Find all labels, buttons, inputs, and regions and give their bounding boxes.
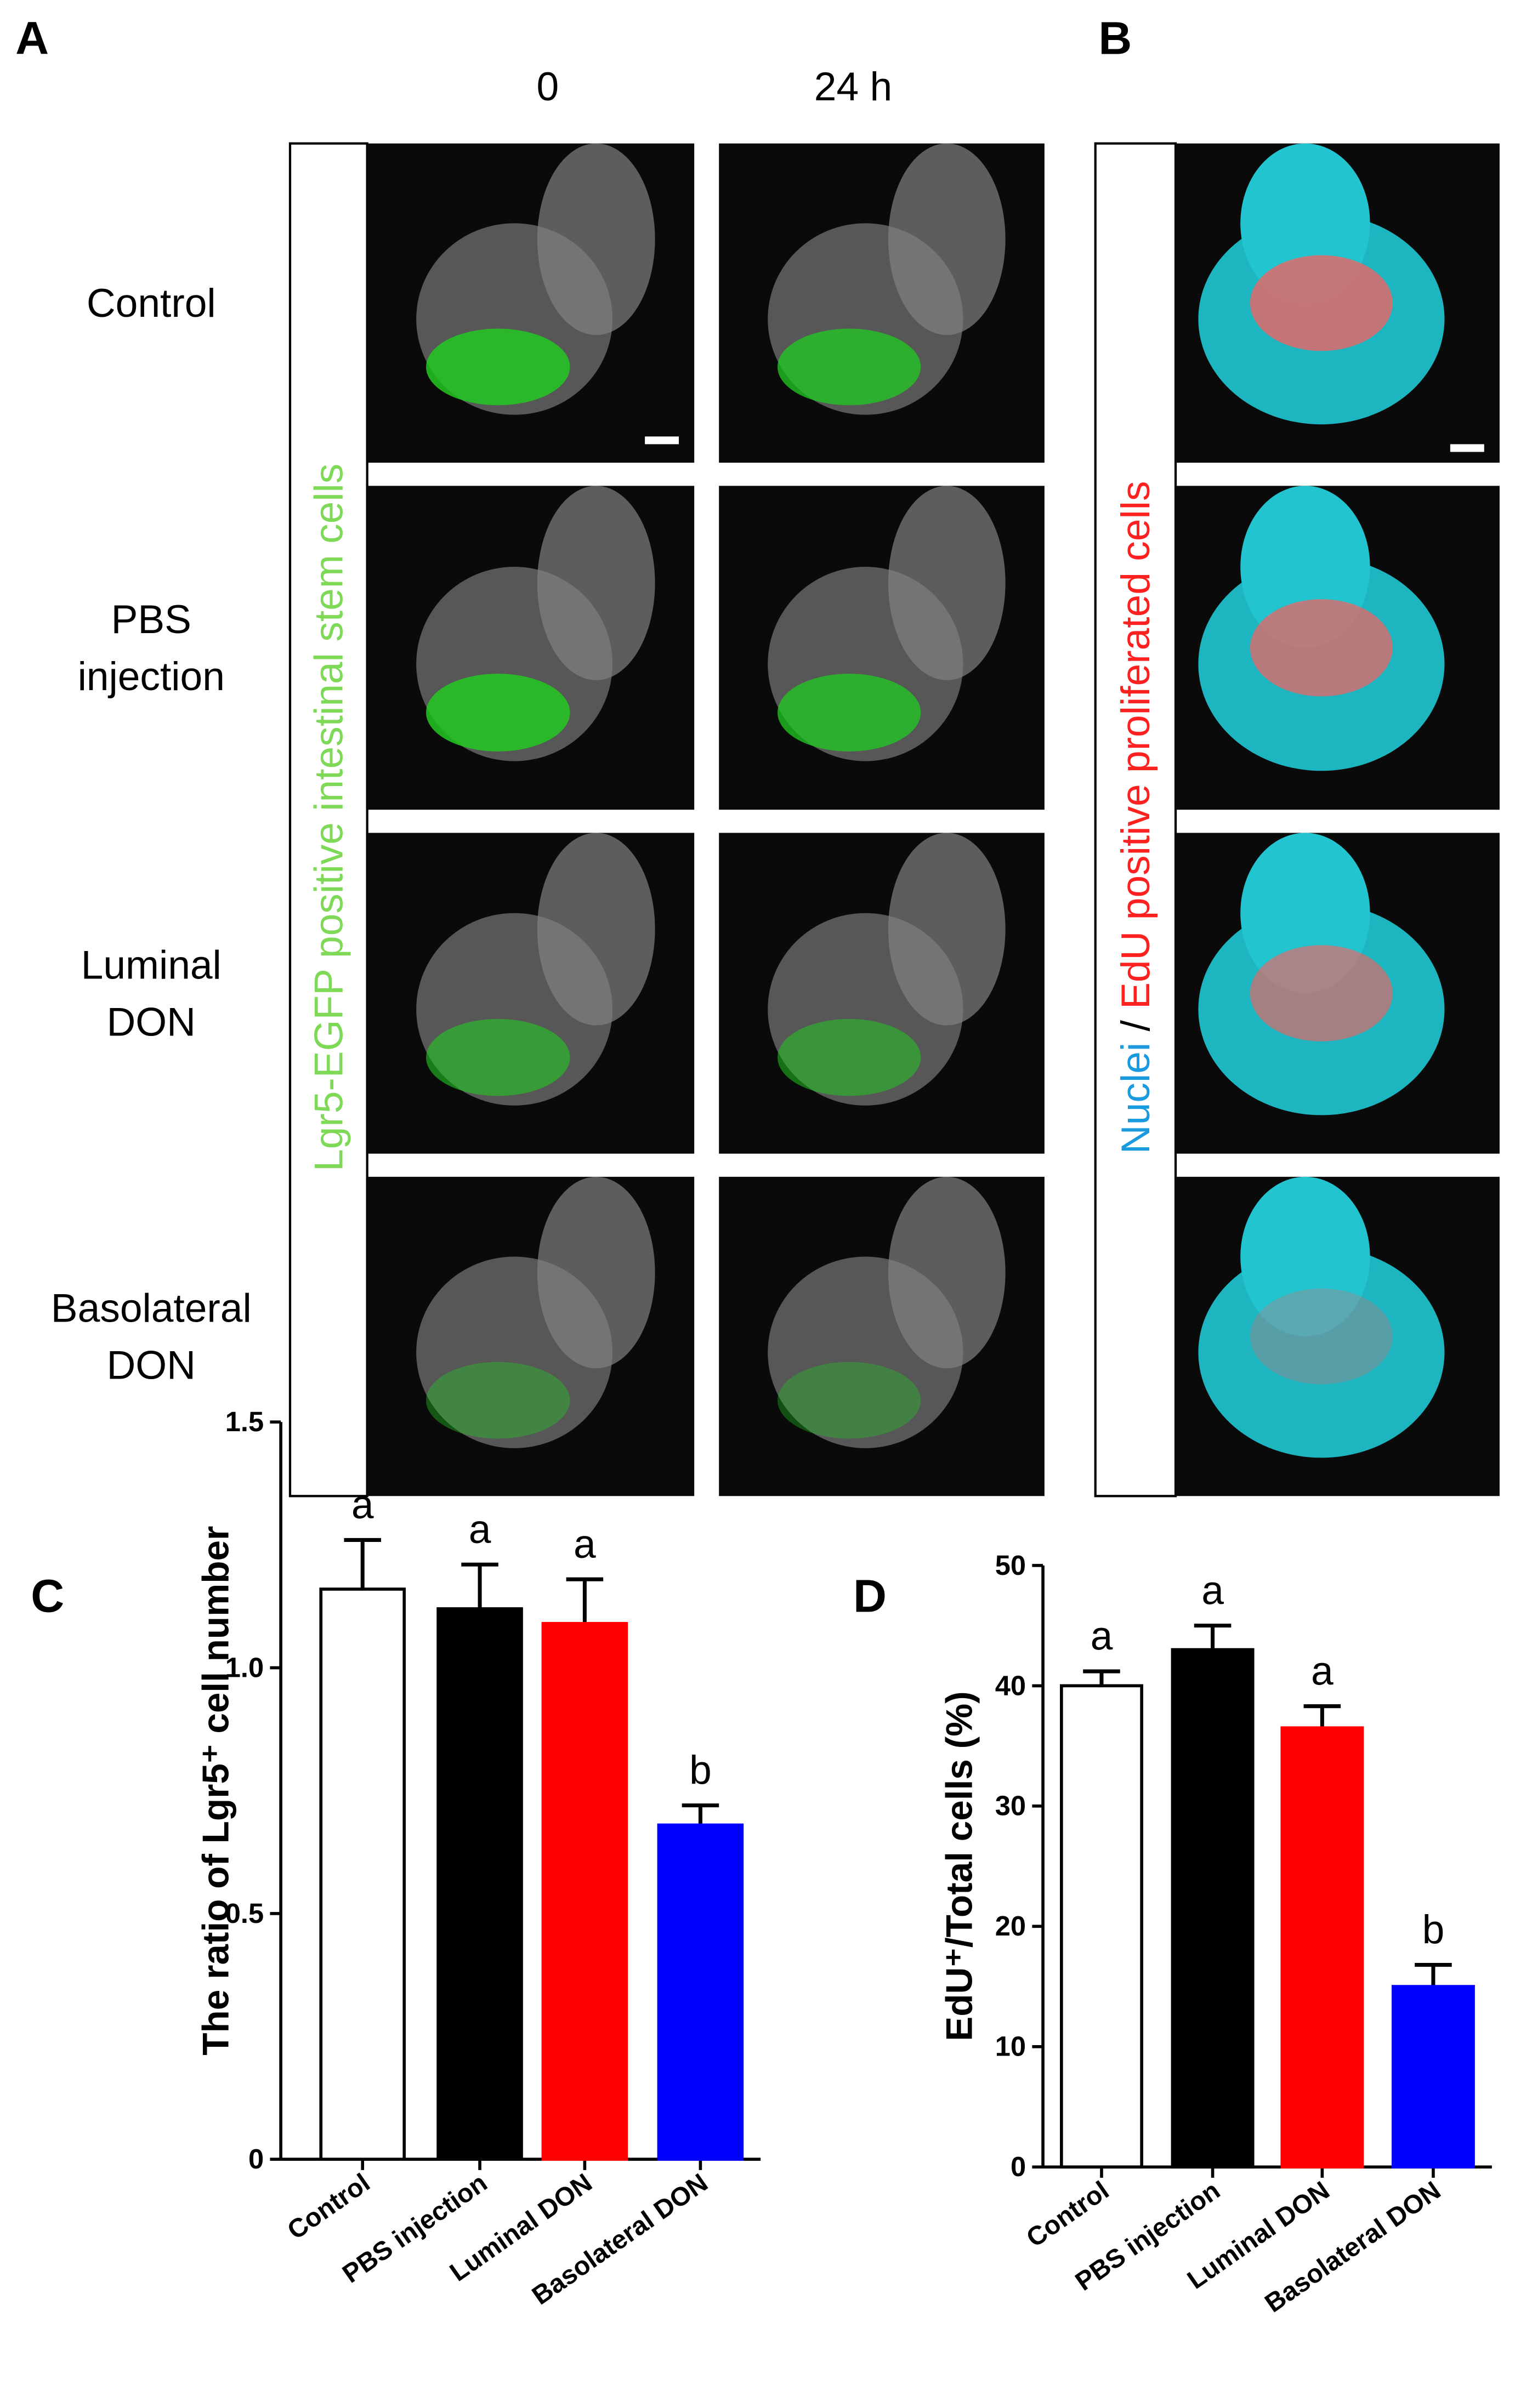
stem-cells: [426, 674, 570, 752]
panel-label: D: [853, 1570, 887, 1621]
error-bar: [682, 1803, 719, 1825]
panel-label: C: [31, 1570, 64, 1621]
bar: [1060, 1684, 1143, 2169]
row-label: Control: [87, 281, 216, 326]
organoid-crypt: [888, 1176, 1006, 1369]
side-label: Lgr5-EGFP positive intestinal stem cells: [307, 464, 351, 1171]
stem-cells: [778, 328, 921, 406]
column-label: 0: [537, 64, 559, 109]
y-tick-label: 1.0: [225, 1652, 264, 1683]
row-label: injection: [78, 654, 225, 699]
micrograph: [1176, 1176, 1500, 1496]
significance-label: a: [351, 1482, 374, 1527]
row-label: Luminal: [81, 942, 222, 987]
micrograph: [719, 1176, 1045, 1496]
edu-cells: [1250, 1288, 1393, 1385]
side-label: Nuclei / EdU positive proliferated cells: [1113, 481, 1158, 1154]
bar: [1391, 1985, 1475, 2169]
bar: [1171, 1648, 1255, 2169]
error-bar: [1415, 1963, 1452, 1987]
row-label: Basolateral: [51, 1285, 252, 1330]
bar: [436, 1607, 523, 2161]
organoid-crypt: [888, 486, 1006, 680]
error-bar: [344, 1538, 381, 1590]
significance-label: b: [689, 1747, 712, 1792]
stem-cells: [778, 1018, 921, 1096]
row-label: DON: [106, 999, 196, 1044]
micrograph: [1176, 143, 1500, 463]
bar: [319, 1587, 406, 2161]
side-label-part: Nuclei: [1113, 1043, 1158, 1154]
y-tick-label: 1.5: [225, 1406, 264, 1437]
organoid-crypt: [537, 1176, 655, 1369]
micrograph: [367, 833, 695, 1154]
y-axis-label: The ratio of Lgr5⁺ cell number: [195, 1526, 236, 2056]
organoid-crypt: [537, 486, 655, 680]
stem-cells: [426, 328, 570, 406]
y-axis-label: EdU⁺/Total cells (%): [939, 1691, 980, 2041]
y-tick-label: 40: [995, 1670, 1026, 1701]
column-label: 24 h: [814, 64, 892, 109]
stem-cells: [778, 674, 921, 752]
micrograph: [719, 143, 1045, 463]
panel-label: A: [15, 13, 49, 64]
micrograph: [719, 833, 1045, 1154]
scale-bar: [645, 436, 679, 445]
label-frame: [1094, 142, 1177, 1498]
error-bar: [566, 1577, 604, 1624]
stem-cells: [426, 1018, 570, 1096]
edu-cells: [1250, 599, 1393, 697]
y-tick-label: 50: [995, 1550, 1026, 1581]
micrograph: [719, 486, 1045, 810]
error-bar: [1194, 1624, 1232, 1650]
significance-label: a: [469, 1507, 491, 1552]
row-label: DON: [106, 1342, 196, 1387]
row-label: PBS: [111, 597, 191, 642]
stem-cells: [778, 1362, 921, 1439]
side-label-part: /: [1113, 1009, 1158, 1043]
significance-label: a: [574, 1522, 596, 1567]
organoid-crypt: [1240, 1176, 1370, 1337]
micrograph: [1176, 833, 1500, 1154]
significance-label: b: [1422, 1907, 1445, 1952]
y-tick-label: 10: [995, 2031, 1026, 2062]
micrograph: [367, 1176, 695, 1496]
edu-cells: [1250, 945, 1393, 1041]
edu-cells: [1250, 255, 1393, 351]
panel-label: B: [1098, 13, 1132, 64]
micrograph: [1176, 486, 1500, 810]
significance-label: a: [1201, 1568, 1224, 1613]
error-bar: [1303, 1704, 1341, 1728]
y-tick-label: 0.5: [225, 1898, 264, 1929]
micrograph: [367, 143, 695, 463]
significance-label: a: [1311, 1648, 1334, 1693]
organoid-crypt: [537, 833, 655, 1026]
organoid-crypt: [537, 143, 655, 335]
organoid-crypt: [888, 833, 1006, 1026]
error-bar: [461, 1562, 498, 1609]
side-label-part: EdU positive proliferated cells: [1113, 481, 1158, 1009]
organoid-crypt: [888, 143, 1006, 335]
y-tick-label: 20: [995, 1910, 1026, 1942]
scale-bar: [1450, 444, 1484, 452]
significance-label: a: [1091, 1614, 1113, 1659]
y-tick-label: 0: [1011, 2151, 1026, 2182]
label-frame: [288, 142, 368, 1498]
y-tick-label: 30: [995, 1790, 1026, 1821]
bar: [1280, 1726, 1364, 2169]
error-bar: [1083, 1669, 1120, 1686]
y-tick-label: 0: [248, 2143, 264, 2174]
micrograph: [367, 486, 695, 810]
bar: [657, 1823, 744, 2161]
stem-cells: [426, 1362, 570, 1439]
bar: [541, 1622, 628, 2161]
